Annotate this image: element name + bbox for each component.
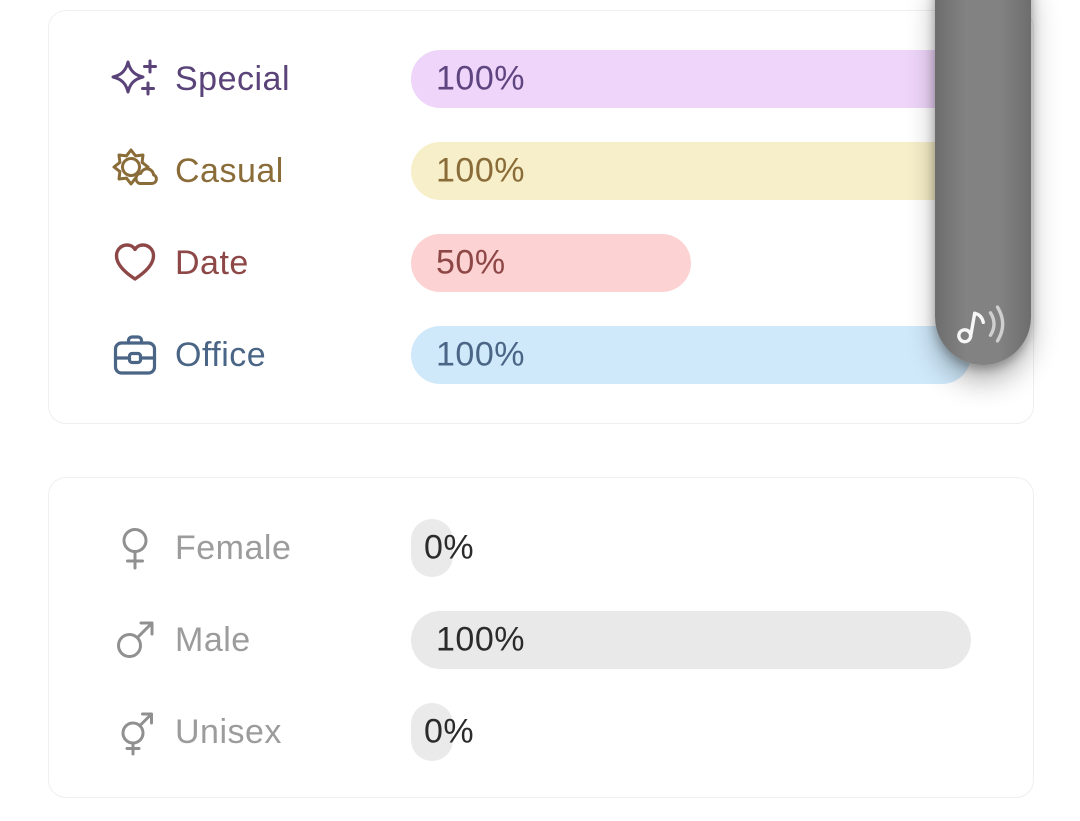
stat-label: Casual: [175, 151, 284, 190]
male-icon: [111, 616, 159, 664]
stat-bar-track: 100%: [411, 50, 971, 108]
stat-bar: 0%: [411, 519, 474, 577]
stat-value: 0%: [424, 712, 475, 751]
music-note-waves-icon: [953, 298, 1013, 350]
stat-bar: 100%: [411, 611, 971, 669]
sparkle-icon: [111, 55, 159, 103]
stat-label-group: Date: [49, 239, 411, 287]
stat-value: 100%: [436, 620, 525, 659]
occasion-stats-card: Special 100% Casual 100%: [48, 10, 1034, 424]
stat-bar-track: 100%: [411, 142, 971, 200]
unisex-icon: [111, 708, 159, 756]
stat-row-female: Female 0%: [49, 519, 1033, 577]
stat-bar-track: 0%: [411, 703, 971, 761]
stat-value: 100%: [436, 151, 525, 190]
sun-cloud-icon: [111, 147, 159, 195]
stat-bar: 50%: [411, 234, 691, 292]
female-icon: [111, 524, 159, 572]
stat-bar-track: 100%: [411, 611, 971, 669]
stat-label: Unisex: [175, 712, 282, 751]
stat-label-group: Unisex: [49, 708, 411, 756]
stat-bar: 100%: [411, 50, 971, 108]
stat-label: Date: [175, 243, 249, 282]
stat-value: 100%: [436, 59, 525, 98]
stat-label-group: Special: [49, 55, 411, 103]
stat-label: Female: [175, 528, 292, 567]
music-widget-pill[interactable]: [935, 0, 1031, 365]
stat-row-unisex: Unisex 0%: [49, 703, 1033, 761]
stat-label: Male: [175, 620, 251, 659]
stat-row-office: Office 100%: [49, 326, 1033, 384]
stat-bar: 100%: [411, 326, 971, 384]
stat-value: 100%: [436, 335, 525, 374]
stat-label: Special: [175, 59, 291, 98]
stat-row-date: Date 50%: [49, 234, 1033, 292]
stat-bar: 0%: [411, 703, 474, 761]
stat-value: 50%: [436, 243, 506, 282]
stat-row-special: Special 100%: [49, 50, 1033, 108]
stat-label: Office: [175, 335, 267, 374]
stat-bar: 100%: [411, 142, 971, 200]
stat-label-group: Female: [49, 524, 411, 572]
stat-row-male: Male 100%: [49, 611, 1033, 669]
heart-icon: [111, 239, 159, 287]
stat-bar-track: 100%: [411, 326, 971, 384]
gender-stats-card: Female 0% Male 100%: [48, 477, 1034, 798]
stat-label-group: Male: [49, 616, 411, 664]
stat-bar-track: 50%: [411, 234, 971, 292]
stat-row-casual: Casual 100%: [49, 142, 1033, 200]
stat-label-group: Office: [49, 331, 411, 379]
stat-value: 0%: [424, 528, 475, 567]
stat-label-group: Casual: [49, 147, 411, 195]
stat-bar-track: 0%: [411, 519, 971, 577]
briefcase-icon: [111, 331, 159, 379]
